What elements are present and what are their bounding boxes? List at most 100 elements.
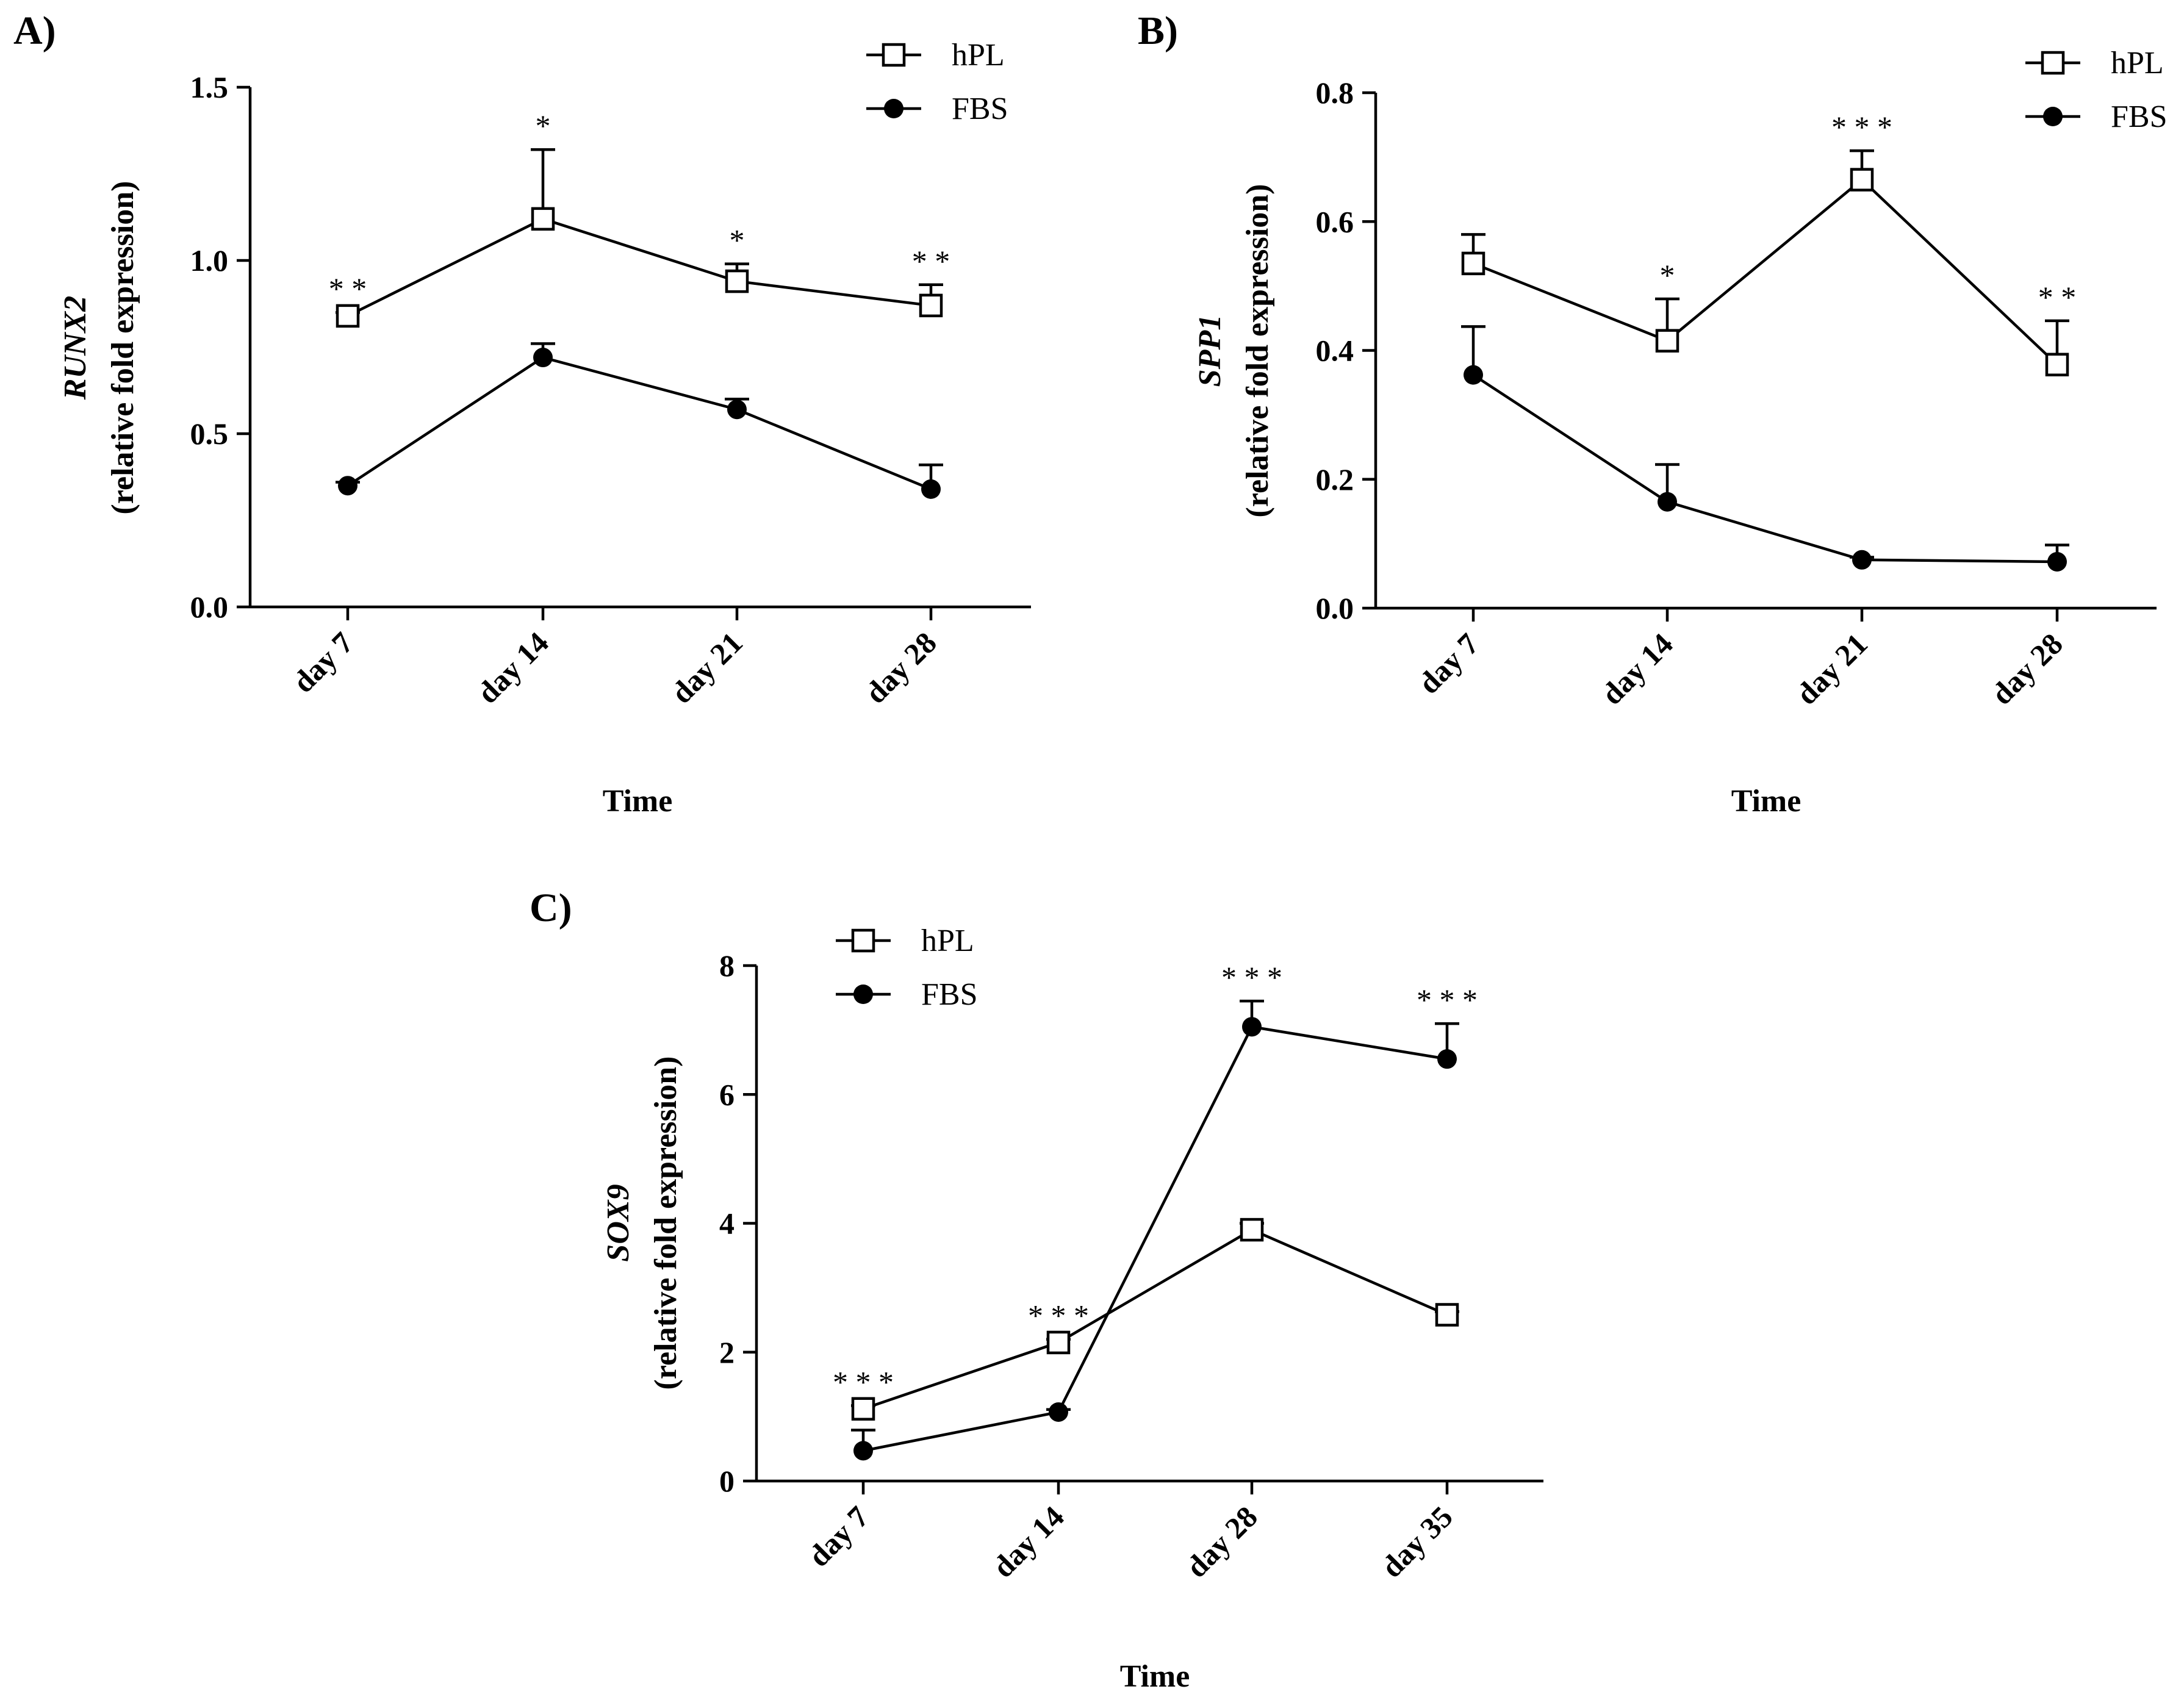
legend-label: FBS — [2111, 99, 2168, 134]
legend: hPL FBS — [836, 924, 978, 1012]
significance-label: * * * — [1221, 960, 1282, 994]
series-line — [347, 356, 932, 490]
legend: hPL FBS — [2025, 46, 2168, 134]
x-axis-title: Time — [1120, 1659, 1190, 1694]
x-tick-label: day 7 — [1412, 626, 1485, 700]
y-tick-label: 0.5 — [190, 417, 229, 451]
x-tick-label: day 21 — [1789, 626, 1874, 711]
legend-marker-square — [882, 43, 906, 67]
data-point-circle — [1437, 1049, 1457, 1069]
data-point-square — [1850, 168, 1874, 192]
legend-marker-circle — [853, 984, 873, 1004]
x-tick-label: day 14 — [470, 625, 555, 710]
y-axis-gene-title: RUNX2 — [58, 296, 93, 400]
panel-label: C) — [530, 886, 572, 930]
panel-label: A) — [13, 9, 56, 53]
series-hpl — [851, 1218, 1459, 1421]
legend-marker-circle — [2043, 107, 2063, 126]
data-point-circle — [1049, 1402, 1068, 1422]
y-tick-label: 0.6 — [1316, 204, 1354, 239]
series-line — [1472, 373, 2058, 564]
legend-marker-square — [851, 928, 875, 953]
y-axis-title: (relative fold expression) — [106, 181, 140, 515]
y-tick-label: 4 — [719, 1207, 735, 1241]
legend-label: hPL — [921, 924, 974, 958]
series-line — [863, 1025, 1448, 1452]
significance-label: * * — [912, 244, 950, 278]
data-point-square — [336, 304, 360, 328]
y-tick-label: 1.5 — [190, 70, 229, 104]
x-tick-label: day 28 — [858, 625, 943, 710]
y-tick-label: 0 — [719, 1464, 735, 1498]
data-point-circle — [338, 476, 357, 496]
data-point-circle — [2047, 551, 2067, 572]
y-tick-label: 0.4 — [1316, 334, 1354, 368]
data-point-circle — [853, 1441, 873, 1461]
x-tick-label: day 28 — [1179, 1499, 1264, 1584]
y-tick-label: 6 — [719, 1077, 735, 1111]
significance-label: * * * — [1417, 983, 1478, 1017]
chart-panel-b: B) 0.0 0.2 0.4 0.6 0.8 day 7 day 14 day 21 day 28… — [1138, 9, 2168, 819]
significance-label: * — [730, 223, 745, 257]
x-axis-title: Time — [1731, 784, 1801, 819]
chart-panel-a: A) 0.0 0.5 1.0 1.5 day 7 day 14 day 21 day 28 Tim… — [13, 9, 1031, 819]
y-tick-label: 0.8 — [1316, 76, 1354, 110]
significance-label: * * — [329, 271, 367, 306]
data-point-circle — [921, 479, 941, 499]
significance-label: * * * — [1028, 1299, 1089, 1333]
data-point-square — [725, 269, 749, 293]
significance-label: * — [536, 109, 551, 143]
x-tick-label: day 7 — [286, 625, 360, 699]
significance-label: * * * — [833, 1365, 894, 1399]
legend-label: FBS — [952, 91, 1008, 126]
y-tick-label: 0.2 — [1316, 462, 1354, 497]
data-point-circle — [1658, 492, 1677, 512]
data-point-square — [2045, 353, 2069, 376]
data-point-circle — [1852, 550, 1872, 570]
x-tick-label: day 14 — [1595, 626, 1679, 711]
data-point-square — [1046, 1330, 1071, 1355]
legend-marker-circle — [884, 99, 903, 118]
data-point-circle — [533, 348, 553, 368]
y-tick-label: 8 — [719, 949, 735, 983]
data-point-square — [1435, 1303, 1459, 1327]
significance-label: * * * — [1831, 110, 1892, 144]
y-tick-label: 2 — [719, 1335, 735, 1369]
data-point-square — [919, 293, 943, 318]
panel-label: B) — [1138, 9, 1178, 53]
data-point-square — [1461, 251, 1485, 276]
y-axis-gene-title: SPP1 — [1193, 315, 1227, 387]
series-fbs — [336, 342, 943, 499]
series-line — [1473, 178, 2058, 366]
y-axis-title: (relative fold expression) — [648, 1056, 683, 1390]
data-point-square — [1240, 1218, 1264, 1242]
x-tick-label: day 35 — [1374, 1499, 1459, 1584]
y-axis-title: (relative fold expression) — [1240, 184, 1275, 518]
legend-label: hPL — [952, 38, 1005, 73]
x-axis-title: Time — [603, 784, 673, 819]
series-fbs — [851, 999, 1459, 1461]
y-axis-gene-title: SOX9 — [601, 1184, 636, 1261]
x-tick-label: day 28 — [1985, 626, 2069, 711]
y-tick-label: 0.0 — [1316, 591, 1354, 625]
legend-marker-square — [2041, 51, 2065, 75]
data-point-square — [851, 1397, 875, 1421]
series-fbs — [1461, 325, 2069, 572]
significance-label: * — [1660, 258, 1675, 292]
series-hpl — [336, 148, 943, 328]
x-tick-label: day 7 — [802, 1499, 875, 1573]
data-point-circle — [1464, 365, 1483, 385]
x-tick-label: day 21 — [664, 625, 749, 710]
series-hpl — [1461, 149, 2069, 376]
series-line — [863, 1228, 1448, 1410]
legend: hPL FBS — [866, 38, 1008, 126]
x-tick-label: day 14 — [986, 1499, 1071, 1584]
data-point-circle — [1242, 1017, 1262, 1037]
legend-label: hPL — [2111, 46, 2164, 81]
y-tick-label: 1.0 — [190, 243, 229, 278]
legend-label: FBS — [921, 977, 978, 1012]
data-point-circle — [727, 400, 747, 420]
data-point-square — [1655, 329, 1679, 353]
series-line — [347, 217, 932, 317]
